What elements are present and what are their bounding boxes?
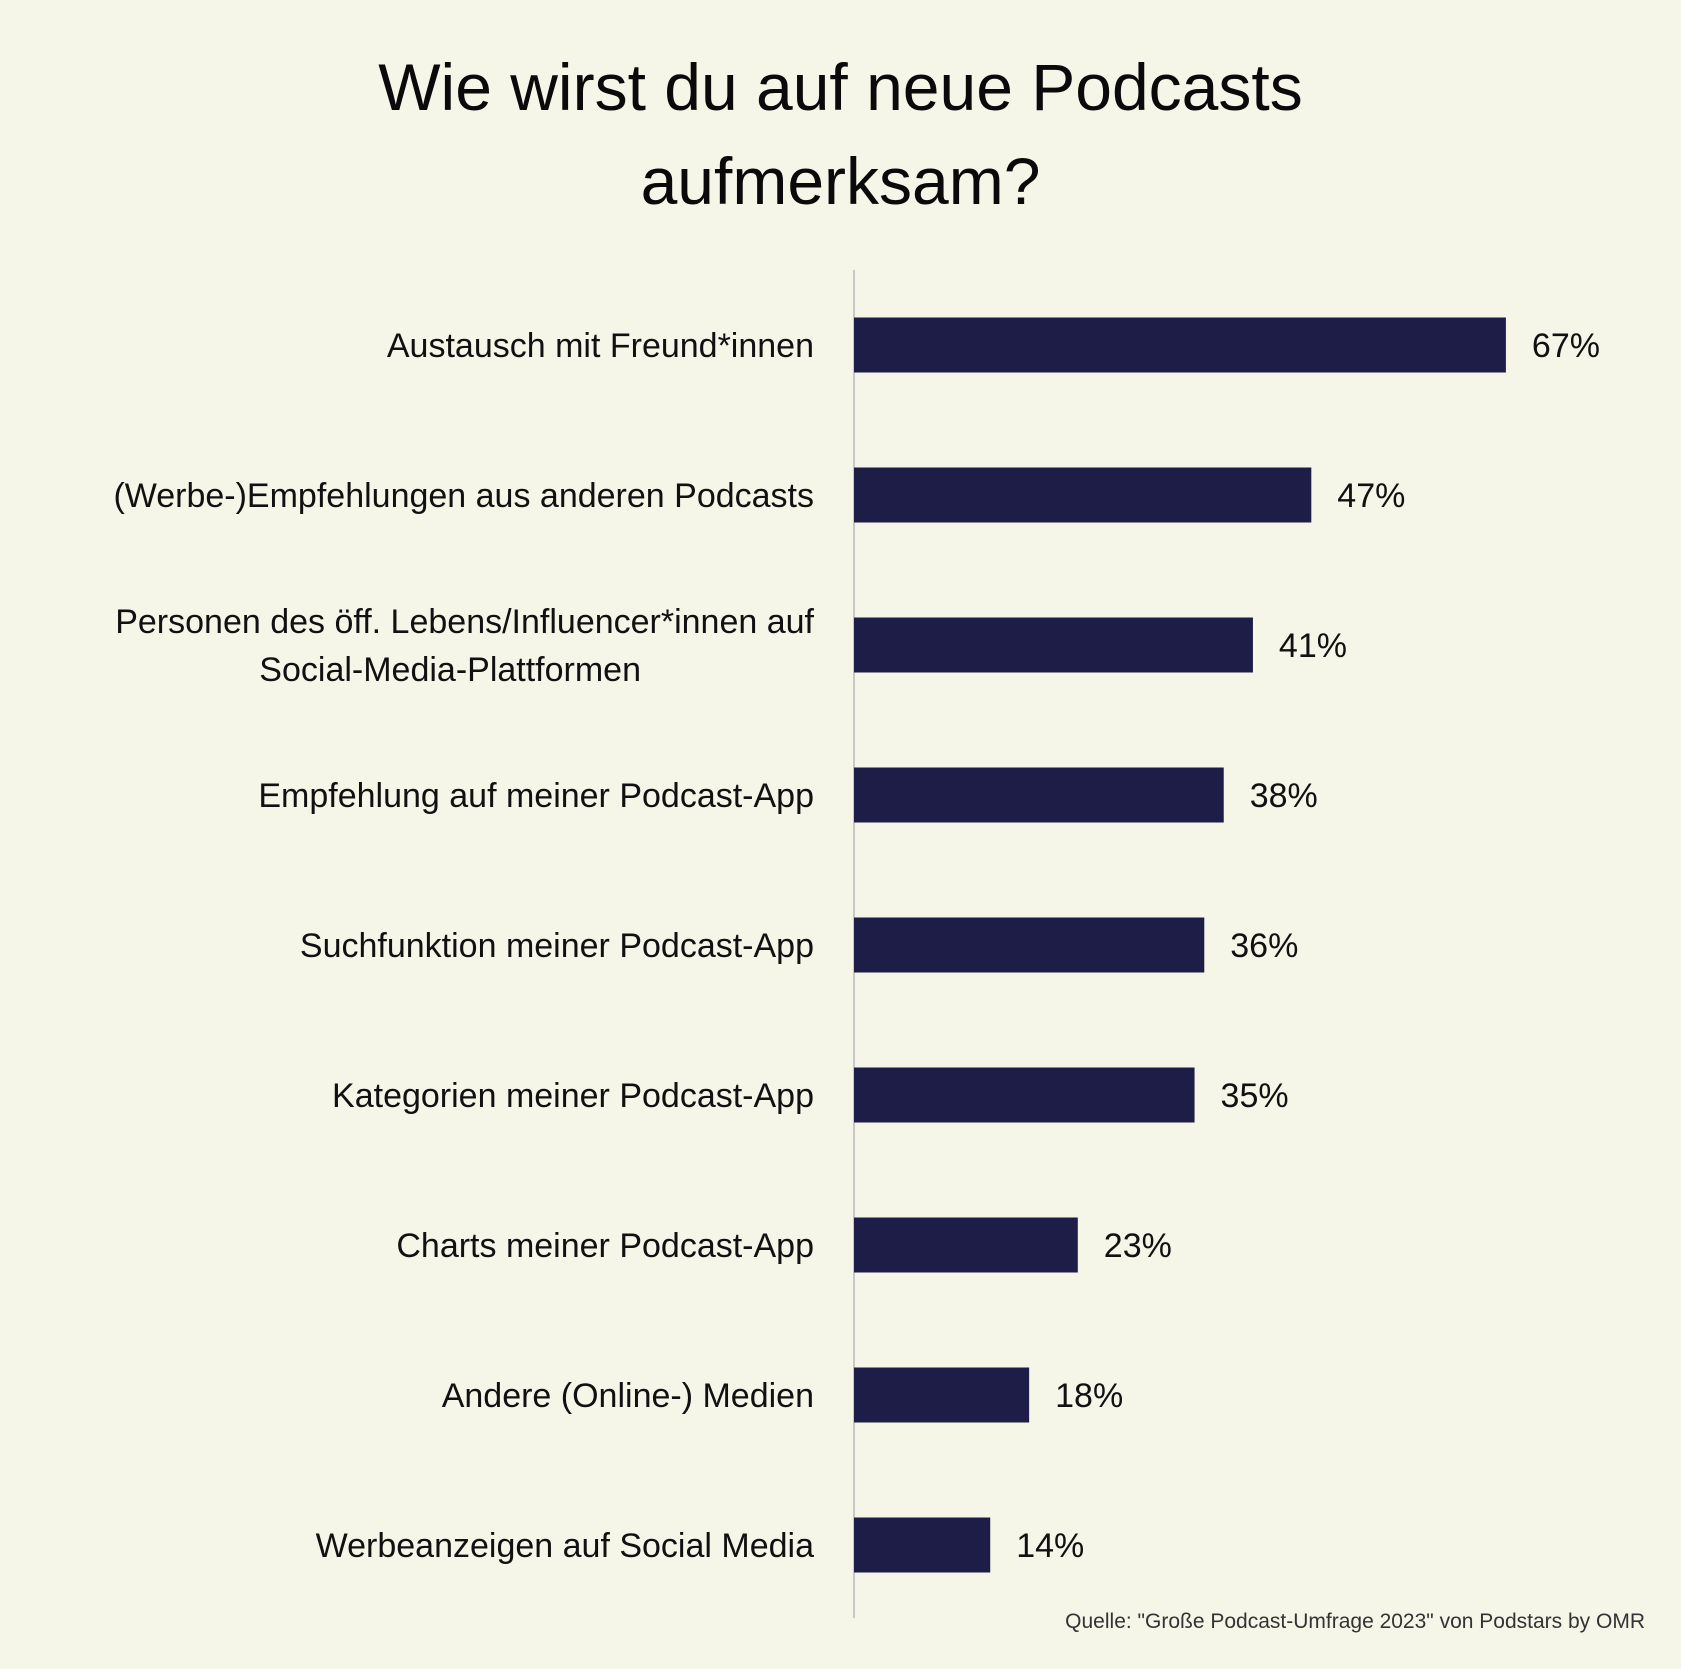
data-label: 14% (1016, 1527, 1084, 1565)
category-label: Charts meiner Podcast-App (396, 1227, 814, 1265)
bar (854, 1367, 1030, 1423)
data-label: 41% (1279, 627, 1347, 665)
bar (854, 917, 1205, 973)
data-label: 38% (1250, 777, 1318, 815)
bar (854, 317, 1506, 373)
source-note: Quelle: "Große Podcast-Umfrage 2023" von… (1065, 1610, 1645, 1633)
data-label: 35% (1221, 1077, 1289, 1115)
category-label: Suchfunktion meiner Podcast-App (300, 927, 814, 965)
category-label: (Werbe-)Empfehlungen aus anderen Podcast… (113, 477, 814, 515)
bar (854, 617, 1253, 673)
category-label: Austausch mit Freund*innen (387, 327, 814, 365)
category-label: Andere (Online-) Medien (442, 1377, 814, 1415)
data-label: 47% (1337, 477, 1405, 515)
category-label: Empfehlung auf meiner Podcast-App (258, 777, 814, 815)
data-label: 67% (1532, 327, 1600, 365)
bar (854, 1217, 1078, 1273)
bar (854, 767, 1224, 823)
data-label: 36% (1230, 927, 1298, 965)
data-label: 18% (1055, 1377, 1123, 1415)
bar (854, 467, 1312, 523)
data-label: 23% (1104, 1227, 1172, 1265)
chart-title-line-2: aufmerksam? (640, 144, 1041, 218)
category-label: Personen des öff. Lebens/Influencer*inne… (115, 603, 814, 689)
chart-title-line-1: Wie wirst du auf neue Podcasts (378, 50, 1303, 124)
bar (854, 1517, 991, 1573)
bar (854, 1067, 1195, 1123)
chart-title: Wie wirst du auf neue Podcasts aufmerksa… (0, 40, 1681, 228)
category-label: Werbeanzeigen auf Social Media (316, 1527, 814, 1565)
category-label: Kategorien meiner Podcast-App (332, 1077, 814, 1115)
